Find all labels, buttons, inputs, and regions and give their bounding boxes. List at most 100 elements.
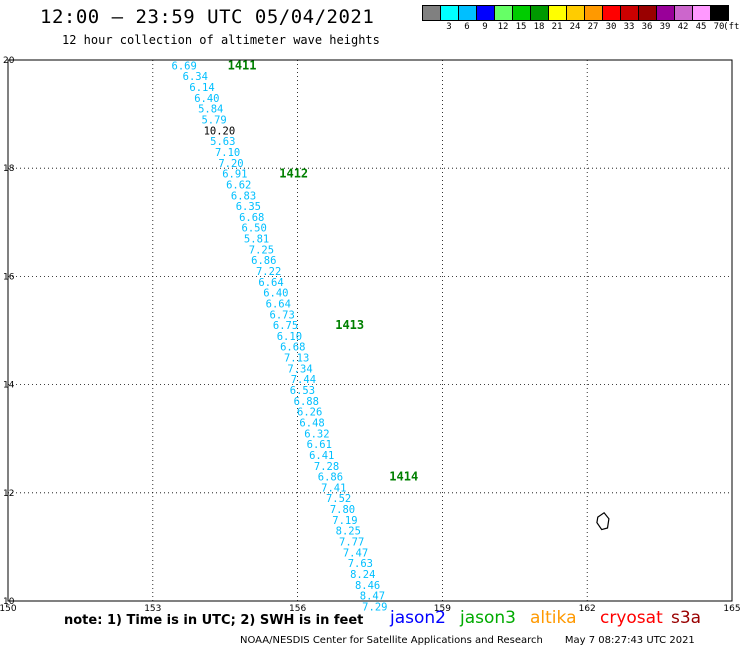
x-tick-label: 150 (0, 604, 17, 614)
swh-label: 6.14 (189, 82, 214, 94)
color-scale-label: 45 (695, 22, 707, 32)
swh-label: 6.86 (318, 472, 343, 484)
swh-label: 7.25 (249, 244, 274, 256)
x-tick-label: 153 (144, 604, 161, 614)
pass-time-label: 1412 (279, 167, 308, 181)
pass-time-label: 1414 (389, 470, 418, 484)
x-tick-label: 165 (723, 604, 740, 614)
swh-label: 6.88 (294, 396, 319, 408)
swh-label: 6.41 (309, 450, 334, 462)
swh-label: 6.68 (280, 342, 305, 354)
swh-label: 6.75 (273, 320, 298, 332)
swh-label: 7.63 (348, 558, 373, 570)
legend-altika: altika (530, 608, 577, 628)
island-outline (596, 511, 610, 531)
color-scale-label: 27 (587, 22, 599, 32)
swh-label: 6.35 (236, 201, 261, 213)
pass-time-label: 1413 (335, 318, 364, 332)
swh-label: 5.79 (201, 115, 226, 127)
legend-s3a: s3a (671, 608, 702, 628)
color-scale-label: 42 (677, 22, 689, 32)
y-tick-label: 14 (3, 381, 15, 391)
swh-label: 6.64 (258, 277, 283, 289)
swh-label: 6.26 (297, 407, 322, 419)
color-scale-label: 12 (497, 22, 509, 32)
swh-label: 10.20 (204, 125, 236, 137)
x-tick-label: 162 (579, 604, 596, 614)
swh-label: 7.44 (291, 374, 316, 386)
swh-label: 6.48 (299, 417, 324, 429)
swh-label: 8.24 (350, 569, 375, 581)
swh-label: 8.25 (336, 526, 361, 538)
color-scale-label: 70 (713, 22, 725, 32)
swh-label: 7.41 (321, 482, 346, 494)
swh-label: 6.91 (222, 169, 247, 181)
y-tick-label: 10 (3, 597, 15, 607)
swh-label: 8.46 (355, 580, 380, 592)
x-tick-label: 156 (289, 604, 306, 614)
swh-label: 6.32 (304, 428, 329, 440)
swh-label: 6.69 (172, 60, 197, 72)
swh-label: 8.47 (360, 591, 385, 603)
swh-label: 7.19 (332, 515, 357, 527)
y-tick-label: 20 (3, 56, 15, 66)
swh-label: 6.62 (226, 179, 251, 191)
y-tick-label: 16 (3, 272, 15, 282)
swh-label: 6.10 (277, 331, 302, 343)
footer-credit: NOAA/NESDIS Center for Satellite Applica… (240, 635, 695, 646)
legend-cryosat: cryosat (600, 608, 663, 628)
color-scale-label: 33 (623, 22, 635, 32)
swh-label: 6.34 (183, 71, 208, 83)
pass-time-label: 1411 (228, 58, 257, 72)
swh-label: 6.50 (242, 223, 267, 235)
color-scale-label: 39 (659, 22, 671, 32)
swh-label: 7.28 (314, 461, 339, 473)
swh-label: 6.64 (266, 298, 291, 310)
swh-label: 7.77 (339, 536, 364, 548)
x-tick-label: 159 (434, 604, 451, 614)
swh-label: 5.63 (210, 136, 235, 148)
timestamp-text: May 7 08:27:43 UTC 2021 (564, 635, 695, 646)
swh-label: 6.40 (194, 93, 219, 105)
page-subtitle: 12 hour collection of altimeter wave hei… (62, 33, 380, 47)
color-scale-label: 36 (641, 22, 653, 32)
page-title: 12:00 — 23:59 UTC 05/04/2021 (40, 6, 375, 28)
swh-label: 7.80 (330, 504, 355, 516)
swh-label: 7.34 (287, 363, 312, 375)
color-scale-label: 6 (464, 22, 470, 32)
swh-label: 6.83 (231, 190, 256, 202)
swh-label: 5.84 (198, 104, 223, 116)
swh-label: 6.73 (270, 309, 295, 321)
swh-label: 6.53 (290, 385, 315, 397)
swh-label: 7.22 (256, 266, 281, 278)
swh-label: 5.81 (244, 234, 269, 246)
color-scale-label: 3 (446, 22, 452, 32)
swh-label: 7.29 (362, 601, 387, 613)
color-scale-label: 15 (515, 22, 527, 32)
map-frame (7, 59, 733, 602)
swh-label: 6.68 (239, 212, 264, 224)
y-tick-label: 18 (3, 164, 15, 174)
swh-label: 7.47 (343, 547, 368, 559)
swh-label: 7.13 (284, 353, 309, 365)
swh-label: 7.20 (218, 158, 243, 170)
color-scale-label: 30 (605, 22, 617, 32)
y-tick-label: 12 (3, 489, 14, 499)
color-scale-label: 18 (533, 22, 545, 32)
legend-jason3: jason3 (460, 608, 516, 628)
swh-label: 7.52 (326, 493, 351, 505)
swh-label: 6.86 (251, 255, 276, 267)
color-scale-label: 21 (551, 22, 563, 32)
color-swatch (710, 5, 729, 21)
swh-label: 7.10 (215, 147, 240, 159)
color-scale-label: 24 (569, 22, 581, 32)
credit-text: NOAA/NESDIS Center for Satellite Applica… (240, 635, 543, 646)
color-scale-label: 9 (482, 22, 488, 32)
legend-jason2: jason2 (390, 608, 446, 628)
swh-label: 6.40 (263, 288, 288, 300)
color-scale-unit: (ft) (723, 22, 740, 32)
swh-label: 6.61 (307, 439, 332, 451)
footer-note: note: 1) Time is in UTC; 2) SWH is in fe… (64, 613, 364, 628)
